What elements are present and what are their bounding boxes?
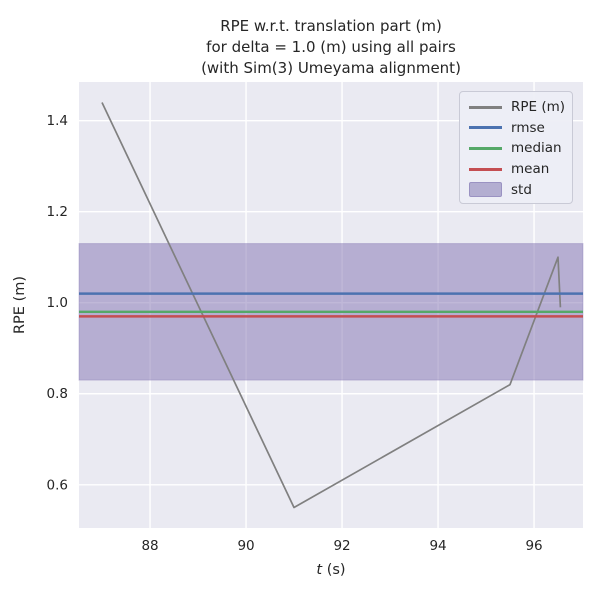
legend-label-std: std [511, 181, 532, 198]
legend-label-rpe: RPE (m) [511, 99, 566, 116]
legend-swatch-median-line [469, 146, 502, 150]
y-tick-label: 1.0 [47, 295, 68, 311]
legend-row-mean: mean [469, 159, 564, 180]
legend-label-mean: mean [511, 161, 550, 178]
rpe-line [101, 102, 562, 509]
y-tick-label: 1.4 [47, 113, 68, 129]
y-tick-label: 0.6 [47, 477, 68, 493]
y-axis-label: RPE (m) [12, 275, 28, 335]
plot-title-line2: for delta = 1.0 (m) using all pairs [206, 38, 456, 56]
legend-row-median: median [469, 138, 564, 159]
x-tick-label: 88 [141, 538, 158, 554]
plot-title: RPE w.r.t. translation part (m) for delt… [79, 16, 583, 79]
legend-row-std: std [469, 179, 564, 200]
legend: RPE (m) rmse median mean std [459, 91, 573, 204]
x-tick-label: 94 [429, 538, 446, 554]
legend-row-rpe: RPE (m) [469, 97, 566, 118]
x-axis-label: t (s) [79, 562, 583, 578]
y-tick-label: 1.2 [47, 204, 68, 220]
legend-swatch-mean-line [469, 167, 502, 171]
legend-swatch-std-patch [469, 182, 502, 198]
x-axis-label-variable: t [316, 562, 323, 578]
legend-swatch-rmse-line [469, 126, 502, 130]
y-tick-label: 0.8 [47, 386, 68, 402]
plot-title-line3: (with Sim(3) Umeyama alignment) [201, 59, 461, 77]
x-tick-label: 90 [237, 538, 254, 554]
x-axis-label-unit: (s) [322, 562, 346, 578]
legend-label-median: median [511, 140, 562, 157]
x-tick-label: 92 [333, 538, 350, 554]
legend-row-rmse: rmse [469, 118, 564, 139]
legend-label-rmse: rmse [511, 119, 545, 136]
legend-swatch-rpe-line [469, 105, 502, 109]
x-tick-label: 96 [525, 538, 542, 554]
plot-title-line1: RPE w.r.t. translation part (m) [220, 17, 442, 35]
